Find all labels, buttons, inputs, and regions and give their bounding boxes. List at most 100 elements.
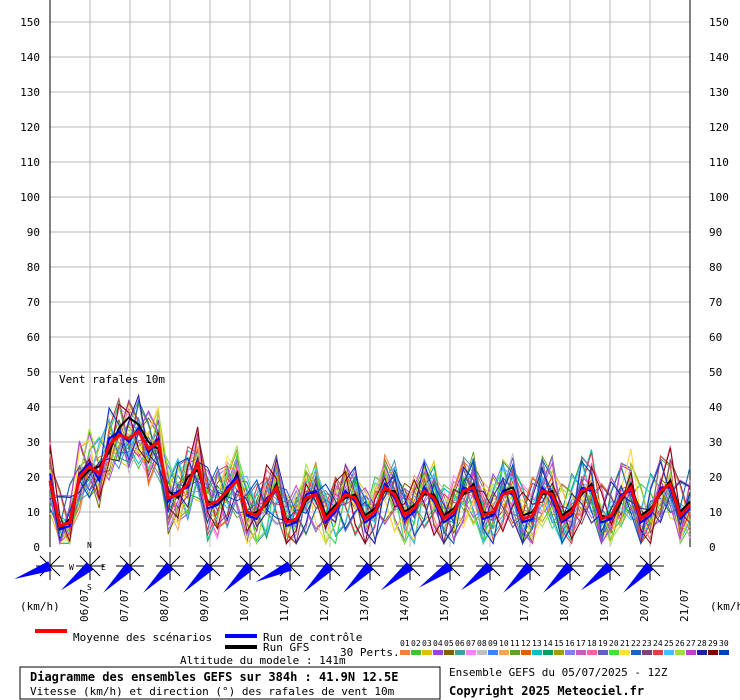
legend-gfs-swatch: [225, 645, 257, 649]
legend-control-swatch: [225, 634, 257, 638]
wind-arrow: [60, 562, 94, 591]
pert-number: 24: [653, 639, 663, 648]
y-tick-label-left: 110: [20, 156, 40, 169]
mean-line: [48, 429, 692, 528]
y-tick-label-right: 50: [709, 366, 722, 379]
pert-number: 20: [609, 639, 619, 648]
control-line: [49, 425, 691, 531]
y-tick-label-left: 90: [27, 226, 40, 239]
wind-arrow: [418, 561, 453, 588]
y-tick-label-right: 120: [709, 121, 729, 134]
pert-line: [49, 393, 691, 546]
wind-arrow: [343, 562, 374, 593]
wind-arrow: [503, 562, 534, 593]
pert-swatch: [653, 650, 663, 655]
pert-swatch: [488, 650, 498, 655]
gfs-line: [49, 416, 691, 532]
date-label: 10/07: [238, 589, 251, 622]
y-tick-label-right: 90: [709, 226, 722, 239]
pert-swatch: [466, 650, 476, 655]
unit-left: (km/h): [20, 600, 60, 613]
y-tick-label-right: 70: [709, 296, 722, 309]
pert-number: 22: [631, 639, 641, 648]
pert-swatch: [521, 650, 531, 655]
wind-arrow: [14, 561, 52, 579]
pert-swatch: [433, 650, 443, 655]
y-tick-label-right: 60: [709, 331, 722, 344]
date-label: 17/07: [518, 589, 531, 622]
pert-number: 09: [488, 639, 498, 648]
pert-swatch: [598, 650, 608, 655]
legend-mean-swatch: [35, 629, 67, 633]
pert-number: 04: [433, 639, 443, 648]
pert-swatch: [499, 650, 509, 655]
date-label: 19/07: [598, 589, 611, 622]
pert-number: 13: [532, 639, 542, 648]
y-tick-label-left: 100: [20, 191, 40, 204]
pert-swatch: [510, 650, 520, 655]
y-tick-label-left: 0: [33, 541, 40, 554]
run-label: Ensemble GEFS du 05/07/2025 - 12Z: [449, 666, 668, 679]
chart-annotation: Vent rafales 10m: [59, 373, 165, 386]
pert-number: 16: [565, 639, 575, 648]
pert-line: [49, 409, 691, 545]
pert-swatch: [664, 650, 674, 655]
y-tick-label-right: 0: [709, 541, 716, 554]
y-tick-label-right: 130: [709, 86, 729, 99]
pert-number: 29: [708, 639, 718, 648]
legend-control-label: Run de contrôle: [263, 631, 362, 644]
pert-swatch: [686, 650, 696, 655]
y-tick-label-left: 130: [20, 86, 40, 99]
date-label: 07/07: [118, 589, 131, 622]
date-label: 16/07: [478, 589, 491, 622]
pert-line: [49, 406, 691, 546]
y-tick-label-left: 20: [27, 471, 40, 484]
pert-number: 23: [642, 639, 652, 648]
pert-swatch: [576, 650, 586, 655]
y-tick-label-right: 20: [709, 471, 722, 484]
wind-arrow: [380, 562, 414, 591]
pert-number: 10: [499, 639, 509, 648]
pert-line: [49, 406, 691, 545]
date-label: 08/07: [158, 589, 171, 622]
date-label: 18/07: [558, 589, 571, 622]
date-label: 12/07: [318, 589, 331, 622]
pert-swatch: [455, 650, 465, 655]
wind-arrow: [460, 562, 494, 591]
date-label: 09/07: [198, 589, 211, 622]
pert-number: 08: [477, 639, 487, 648]
y-tick-label-left: 150: [20, 16, 40, 29]
pert-swatch: [697, 650, 707, 655]
compass-letter: S: [87, 583, 92, 592]
x-axis-date-labels: 06/07 07/07 08/07 09/07 10/07 11/07 12/07 13/07…: [78, 589, 691, 622]
pert-swatch: [532, 650, 542, 655]
pert-swatch: [587, 650, 597, 655]
y-tick-label-right: 80: [709, 261, 722, 274]
y-tick-label-right: 140: [709, 51, 729, 64]
y-tick-label-left: 30: [27, 436, 40, 449]
date-label: 15/07: [438, 589, 451, 622]
y-tick-label-left: 10: [27, 506, 40, 519]
date-label: 21/07: [678, 589, 691, 622]
pert-line: [49, 403, 691, 545]
title-line-2: Vitesse (km/h) et direction (°) des rafa…: [30, 685, 395, 698]
y-tick-label-left: 120: [20, 121, 40, 134]
pert-swatch: [543, 650, 553, 655]
wind-arrow: [303, 562, 334, 593]
compass-letter: E: [101, 563, 106, 572]
pert-number: 06: [455, 639, 465, 648]
pert-number: 26: [675, 639, 685, 648]
legend-gfs-label: Run GFS: [263, 641, 309, 654]
pert-number: 27: [686, 639, 696, 648]
title-line-1: Diagramme des ensembles GEFS sur 384h : …: [30, 670, 398, 684]
model-altitude: Altitude du modele : 141m: [180, 654, 346, 667]
wind-arrow: [543, 562, 574, 593]
pert-number: 01: [400, 639, 410, 648]
y-tick-label-right: 10: [709, 506, 722, 519]
pert-line: [49, 399, 691, 545]
pert-swatch: [609, 650, 619, 655]
wind-direction-row: N W E S: [14, 541, 664, 593]
pert-number: 14: [543, 639, 553, 648]
wind-arrow: [103, 562, 134, 593]
y-tick-label-right: 110: [709, 156, 729, 169]
